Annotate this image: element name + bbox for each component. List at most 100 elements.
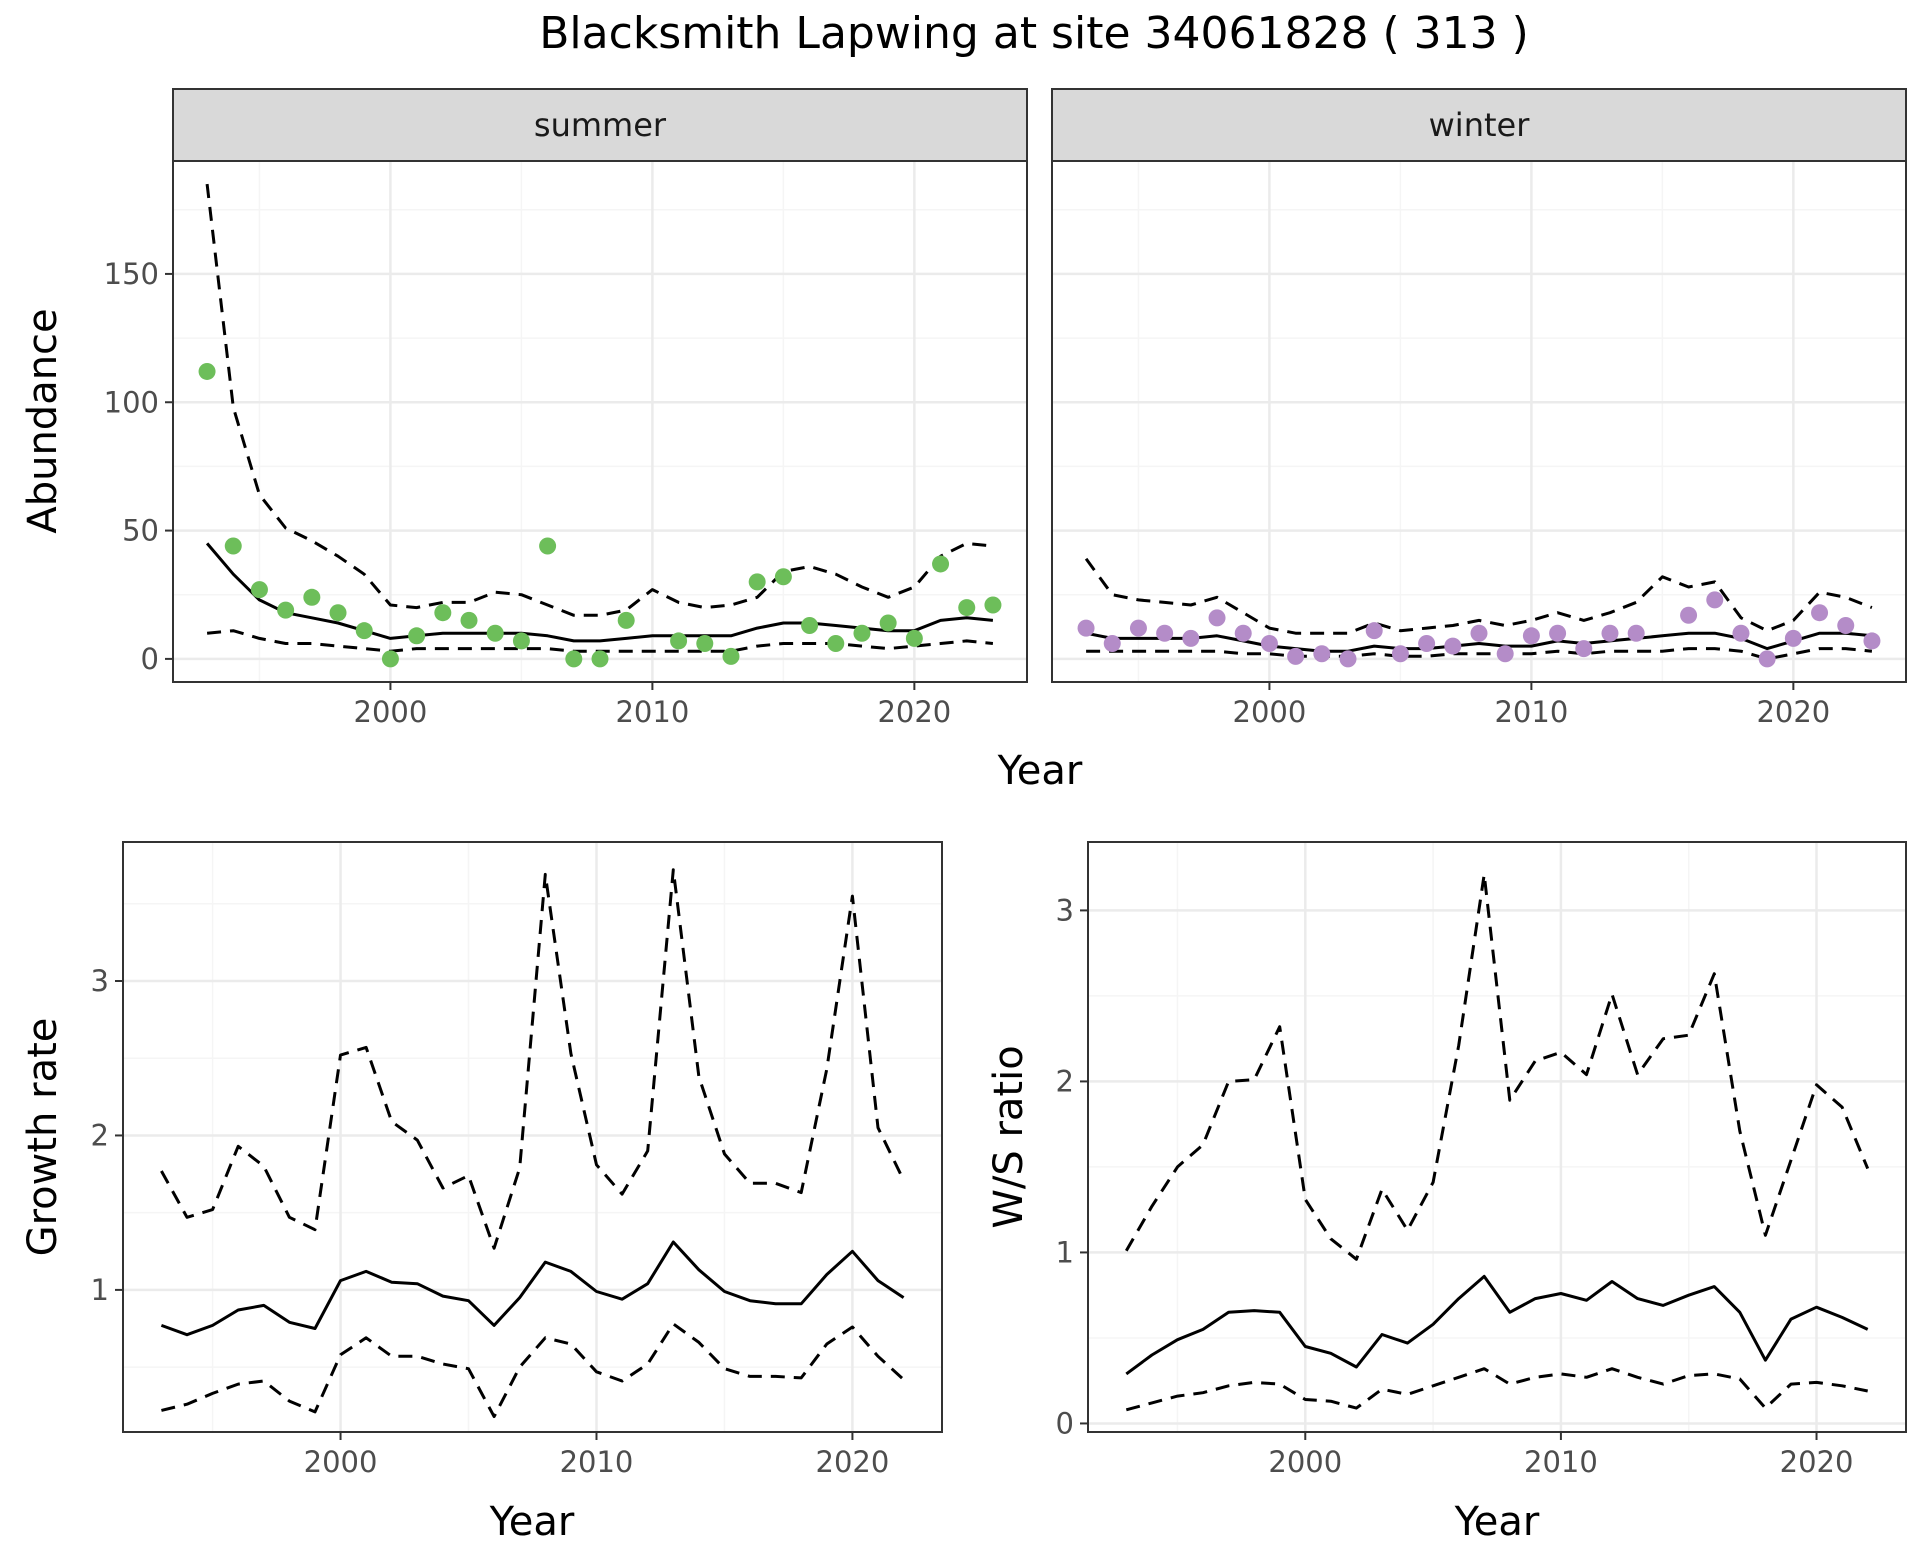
growth-rate-panel: 2000 2010 2020 1 2 3 Growth rate Year — [20, 841, 943, 1545]
winter-observation-point — [1365, 622, 1383, 640]
winter-observation-point — [1496, 645, 1514, 663]
summer-observation-point — [774, 568, 792, 586]
summer-observation-point — [932, 555, 950, 573]
summer-observation-point — [827, 635, 845, 653]
y-tick-label: 2 — [91, 1118, 109, 1152]
growth-estimate-line — [160, 1240, 905, 1337]
y-tick-label: 3 — [91, 964, 109, 998]
x-tick-label: 2020 — [1756, 695, 1830, 729]
winter-observation-point — [1522, 627, 1540, 645]
winter-panel-border — [1051, 160, 1907, 683]
winter-strip-label: winter — [1429, 106, 1531, 144]
summer-observation-point — [277, 601, 295, 619]
x-tick-label: 2010 — [1494, 695, 1568, 729]
summer-observation-point — [591, 650, 609, 668]
summer-estimate-line — [205, 542, 994, 643]
summer-observation-point — [512, 632, 530, 650]
y-tick-label: 50 — [122, 514, 159, 548]
winter-observation-point — [1863, 632, 1881, 650]
winter-observation-point — [1575, 640, 1593, 658]
summer-observation-point — [984, 596, 1002, 614]
abundance-x-axis-title: Year — [997, 748, 1083, 794]
summer-observation-point — [486, 624, 504, 642]
winter-observation-point — [1391, 645, 1409, 663]
summer-y-axis-title: Abundance — [20, 308, 66, 533]
winter-upper-bound-line — [1084, 557, 1873, 635]
summer-observation-point — [670, 632, 688, 650]
ws-lower-bound-line — [1125, 1367, 1868, 1412]
summer-observation-point — [198, 362, 216, 380]
summer-observation-point — [460, 611, 478, 629]
summer-observation-point — [748, 573, 766, 591]
summer-observation-point — [696, 635, 714, 653]
winter-observation-point — [1732, 624, 1750, 642]
winter-observation-point — [1444, 637, 1462, 655]
winter-observation-point — [1601, 624, 1619, 642]
ws-y-axis-title: W/S ratio — [986, 1045, 1032, 1228]
winter-panel: winter 2000 2010 2020 — [1051, 88, 1907, 729]
summer-upper-bound-line — [205, 183, 994, 617]
x-tick-label: 2000 — [1233, 695, 1307, 729]
winter-observation-point — [1208, 609, 1226, 627]
x-tick-label: 2000 — [354, 695, 428, 729]
winter-observation-point — [1784, 629, 1802, 647]
ws-ratio-panel: 2000 2010 2020 0 1 2 3 W/S ratio Year — [986, 841, 1907, 1545]
winter-observation-point — [1287, 647, 1305, 665]
y-tick-label: 150 — [104, 257, 159, 291]
summer-observation-point — [303, 588, 321, 606]
winter-observation-point — [1182, 629, 1200, 647]
winter-observation-point — [1758, 650, 1776, 668]
winter-observation-point — [1418, 635, 1436, 653]
y-tick-label: 1 — [91, 1273, 109, 1307]
summer-strip-label: summer — [534, 106, 667, 144]
summer-observation-point — [250, 581, 268, 599]
winter-observation-point — [1627, 624, 1645, 642]
winter-observation-point — [1103, 635, 1121, 653]
summer-observation-point — [879, 614, 897, 632]
winter-observation-point — [1680, 606, 1698, 624]
ws-panel-border — [1087, 841, 1907, 1433]
winter-observation-point — [1470, 624, 1488, 642]
summer-observation-point — [539, 537, 557, 555]
winter-observation-point — [1260, 635, 1278, 653]
summer-observation-point — [381, 650, 399, 668]
growth-x-axis-title: Year — [489, 1499, 575, 1545]
x-tick-label: 2020 — [816, 1445, 890, 1479]
x-tick-label: 2000 — [1268, 1445, 1342, 1479]
x-tick-label: 2000 — [304, 1445, 378, 1479]
y-tick-label: 0 — [1056, 1406, 1074, 1440]
growth-panel-border — [122, 841, 943, 1433]
growth-y-axis-title: Growth rate — [20, 1018, 66, 1257]
winter-observation-point — [1156, 624, 1174, 642]
y-tick-label: 0 — [141, 642, 159, 676]
winter-observation-point — [1837, 617, 1855, 635]
winter-strip — [1051, 88, 1907, 162]
winter-observation-point — [1706, 591, 1724, 609]
y-tick-label: 2 — [1056, 1064, 1074, 1098]
summer-observation-point — [329, 604, 347, 622]
summer-observation-point — [722, 647, 740, 665]
winter-observation-point — [1234, 624, 1252, 642]
summer-observation-point — [434, 604, 452, 622]
summer-observation-point — [355, 622, 373, 640]
ws-estimate-line — [1125, 1274, 1869, 1376]
winter-observation-point — [1811, 604, 1829, 622]
summer-panel-border — [172, 160, 1028, 683]
summer-observation-point — [905, 629, 923, 647]
winter-observation-point — [1129, 619, 1147, 637]
summer-strip — [172, 88, 1028, 162]
summer-observation-point — [617, 611, 635, 629]
winter-observation-point — [1339, 650, 1357, 668]
x-tick-label: 2010 — [560, 1445, 634, 1479]
ws-x-axis-title: Year — [1454, 1499, 1540, 1545]
winter-observation-point — [1077, 619, 1095, 637]
summer-observation-point — [958, 599, 976, 617]
ws-upper-bound-line — [1125, 873, 1870, 1261]
x-tick-label: 2010 — [615, 695, 689, 729]
x-tick-label: 2010 — [1524, 1445, 1598, 1479]
y-tick-label: 3 — [1056, 893, 1074, 927]
summer-panel: summer 2000 2010 2020 0 50 100 150 Abundance — [20, 88, 1028, 729]
summer-observation-point — [565, 650, 583, 668]
summer-observation-point — [224, 537, 242, 555]
